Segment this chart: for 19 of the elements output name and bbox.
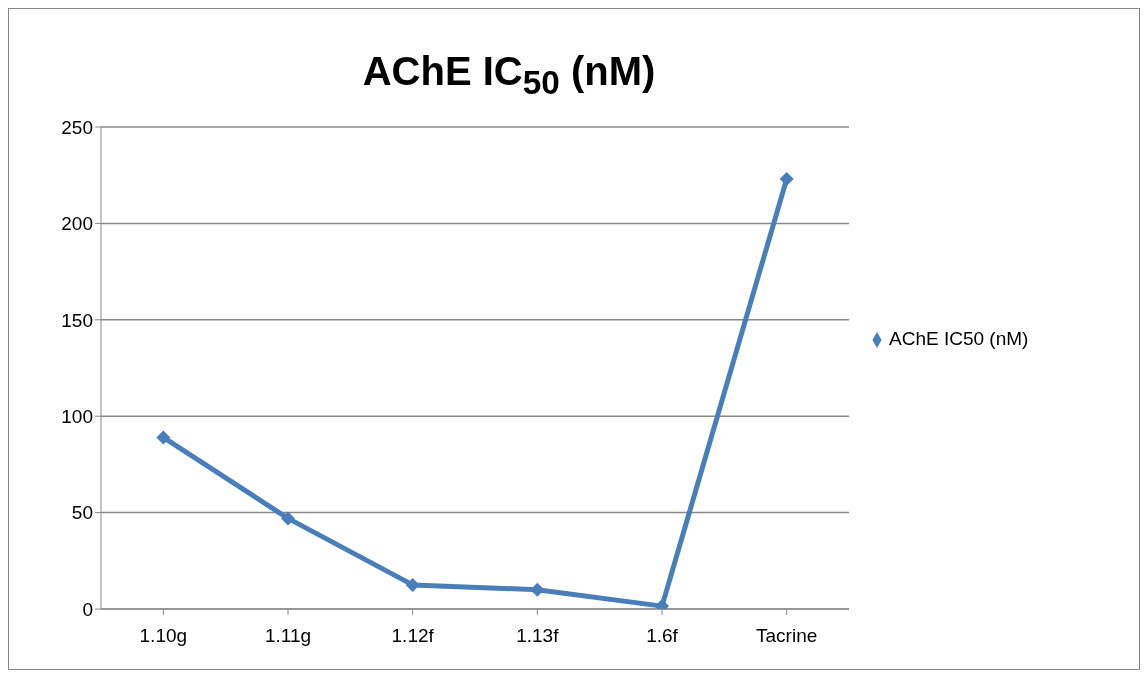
point (281, 511, 295, 526)
x-tick-label: 1.13f (516, 625, 560, 647)
x-tick-label: 1.6f (646, 625, 679, 647)
y-tick-label: 250 (61, 116, 93, 138)
x-tick-label: 1.12f (391, 625, 435, 647)
x-tick-label: 1.11g (264, 625, 312, 647)
y-tick-label: 0 (82, 598, 93, 620)
point (405, 577, 420, 592)
legend-label: AChE IC50 (nM) (889, 328, 1029, 349)
y-tick-label: 50 (71, 502, 93, 524)
y-tick-label: 200 (61, 213, 93, 235)
point (779, 172, 794, 187)
point (530, 582, 545, 597)
y-tick-label: 100 (61, 405, 93, 427)
x-tick-label: Tacrine (756, 625, 818, 647)
point (156, 430, 171, 445)
x-tick-label: 1.10g (139, 625, 188, 647)
chart-title: AChE IC$_{50}$ (nM) (361, 49, 657, 102)
y-tick-label: 150 (61, 309, 93, 331)
